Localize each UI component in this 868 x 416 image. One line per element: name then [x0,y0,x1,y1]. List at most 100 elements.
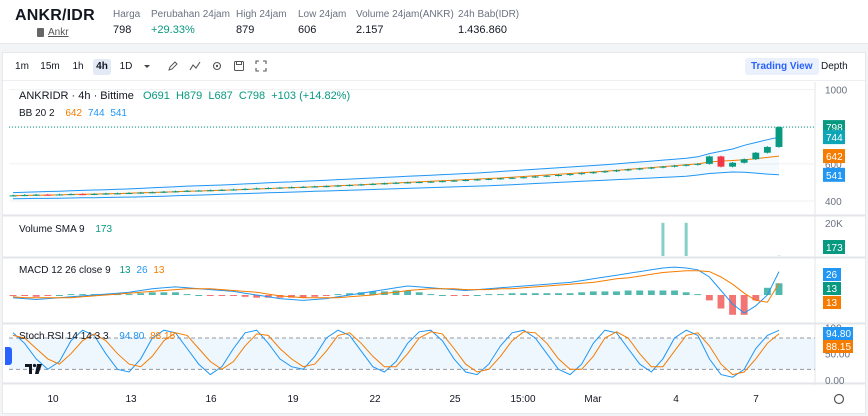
indicators-icon[interactable] [189,60,201,72]
candle-body [497,178,504,180]
candle-body [334,185,342,187]
candle-body [322,186,330,188]
candle-body [462,180,470,182]
macd-badge-label: 13 [826,298,838,309]
stoch-tick-label: 50.00 [825,350,850,361]
snapshot-icon[interactable] [233,60,245,72]
candle-body [763,146,771,153]
macd-badge [823,268,841,281]
macd-histogram-bar [404,290,412,295]
macd-histogram-bar [555,293,562,295]
panel-resize-handle[interactable] [5,347,12,365]
candle-body [380,183,388,185]
candle-body [415,182,423,184]
macd-signal-line [12,270,780,303]
stoch-badge [823,327,853,340]
candle-body [543,175,551,177]
candle-body [659,166,667,168]
candle-body [346,185,354,187]
ohlc-low: L687 [208,90,233,102]
stat-value: 2.157 [356,24,384,36]
macd-histogram-bar [520,293,528,295]
tradingview-logo-icon [25,363,42,374]
trading-view-button[interactable]: Trading View [745,58,819,75]
stat-label: Perubahan 24jam [151,9,230,20]
depth-button[interactable]: Depth [821,61,848,72]
stoch-tick-label: 0.00 [825,376,845,387]
candle-body [520,177,528,179]
stat-volume: Volume 24jam(ANKR) 2.157 [356,9,454,36]
ohlc-close: C798 [238,90,266,102]
candle-body [241,188,249,190]
settings-icon[interactable] [211,60,223,72]
candle-body [299,186,307,188]
ohlc-open: O691 [142,90,170,102]
timeframe-1m[interactable]: 1m [15,61,29,72]
timeframe-15m[interactable]: 15m [40,61,60,72]
chart-toolbar: 1m 15m 1h 4h 1D Trading View Depth [3,53,865,81]
price-badge-label: 798 [826,123,843,134]
candle-body [671,165,678,167]
price-badge-label: 642 [826,152,843,163]
timeframe-1d[interactable]: 1D [119,61,133,72]
candle-body [230,189,237,191]
candle-body [276,187,284,189]
timeframe-4h[interactable]: 4h [93,59,111,75]
macd-histogram-bar [427,294,435,296]
stoch-d-line [12,331,780,376]
token-link[interactable]: Ankr [48,27,69,38]
market-header: ANKR/IDR Ankr Harga 798 Perubahan 24jam … [0,0,868,44]
stat-value: 798 [113,24,132,36]
macd-histogram-bar [682,292,690,295]
candle-body [392,182,400,184]
macd-histogram-bar [415,292,423,295]
macd-histogram-bar [253,295,261,298]
bb-legend: BB 20 2 642 744 541 [19,108,127,119]
time-axis-label: 22 [369,394,381,405]
price-badge-label: 744 [826,133,843,144]
candle-body [206,190,214,192]
macd-histogram-bar [55,295,63,296]
candle-body [172,191,179,193]
price-badge [823,167,845,182]
stoch-badge-label: 88.15 [826,342,851,353]
macd-histogram-bar [206,295,214,296]
macd-histogram-bar [438,295,446,296]
candle-body [288,187,295,189]
chart-settings-icon[interactable] [833,393,845,405]
macd-signal-value: 26 [136,265,148,276]
candle-body [9,195,17,197]
chart-panel: 1m 15m 1h 4h 1D Trading View Depth 1000 8… [2,52,866,414]
price-badge [823,149,845,164]
macd-histogram-bar [148,292,156,295]
candle-body [218,189,226,191]
volume-bar [661,222,665,256]
stat-high: High 24jam 879 [236,9,287,36]
macd-histogram-bar [589,291,597,295]
candle-body [253,188,261,190]
macd-histogram-bar [32,295,40,297]
stoch-badge-label: 94.80 [826,329,851,340]
macd-line [12,266,780,314]
bb-lower-value: 541 [110,108,127,119]
stoch-legend: Stoch RSI 14 14 3 3 94.80 88.15 [19,331,175,342]
macd-histogram-bar [659,290,667,295]
timeframe-1h[interactable]: 1h [72,61,84,72]
candle-body [137,192,145,194]
candle-body [404,182,412,184]
macd-histogram-bar [195,295,203,296]
macd-histogram-bar [775,283,783,295]
chart-canvas[interactable]: 100080060040079874464254120K173261313100… [3,82,865,414]
symbol-label: ANKRIDR · 4h · Bittime [19,90,134,102]
candle-body [160,191,168,193]
macd-histogram-bar [125,294,133,296]
macd-histogram-bar [450,295,458,296]
stoch-label: Stoch RSI 14 14 3 3 [19,331,109,342]
pencil-icon[interactable] [167,60,179,72]
volume-value: 173 [95,224,113,235]
macd-histogram-bar [729,295,737,315]
fullscreen-icon[interactable] [255,60,267,72]
macd-histogram-bar [601,291,609,295]
chevron-down-icon[interactable] [141,60,153,72]
candle-body [555,175,562,176]
